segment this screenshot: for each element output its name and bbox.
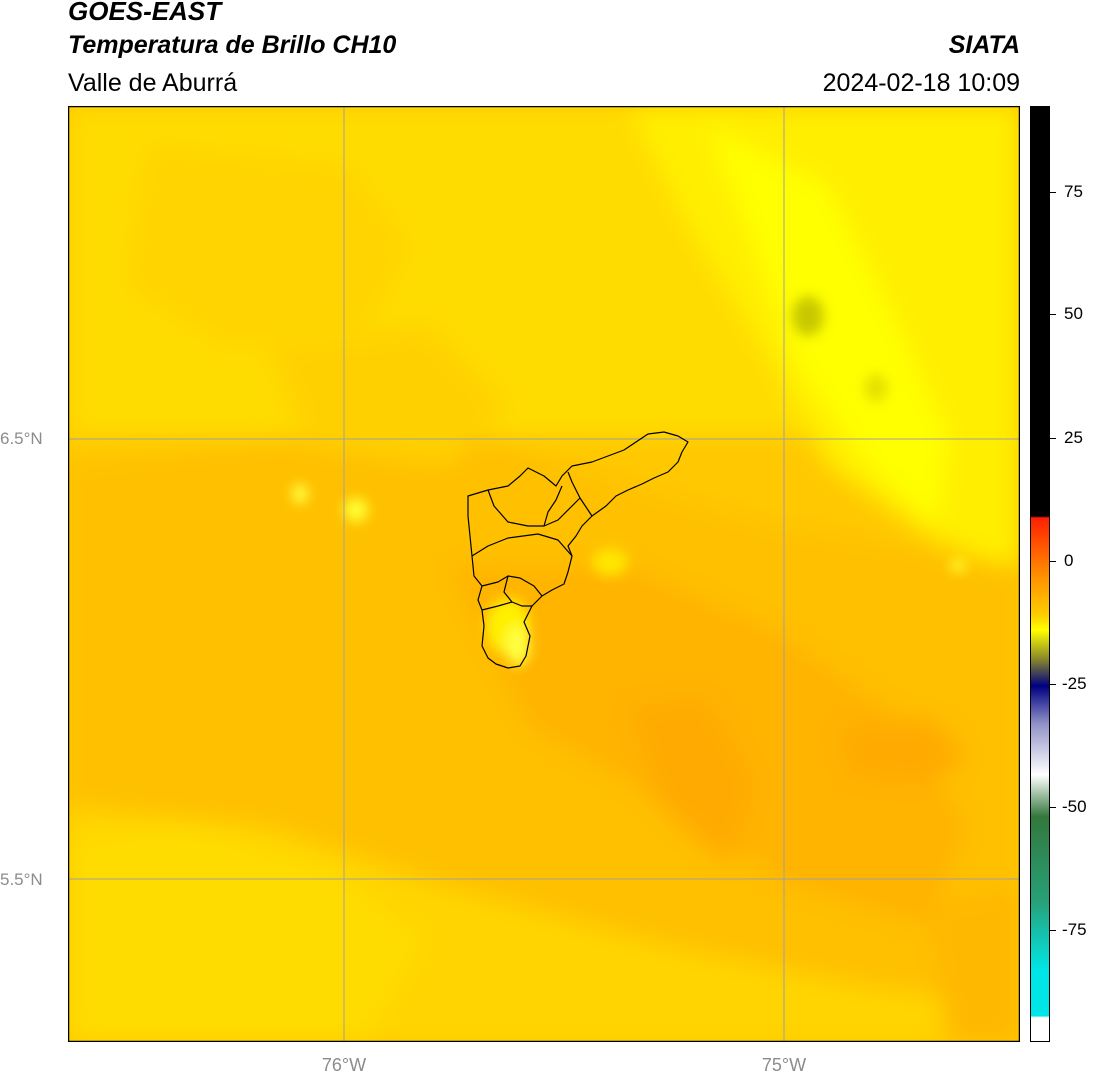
lat-label-6-5: 6.5°N (0, 429, 43, 448)
valle-de-aburra-boundaries (467, 431, 689, 669)
colorbar-tick (1050, 807, 1056, 808)
colorbar-label-neg25: -25 (1062, 674, 1087, 693)
temperature-colorbar (1030, 106, 1050, 1042)
colorbar-tick (1050, 930, 1056, 931)
satellite-title: GOES-EAST (68, 0, 222, 26)
grid-lines (68, 106, 1020, 1042)
colorbar-label-50: 50 (1064, 304, 1083, 323)
colorbar-label-neg50: -50 (1062, 797, 1087, 816)
colorbar-tick (1050, 192, 1056, 193)
temperature-field (68, 106, 1020, 1042)
warm-spots (292, 296, 966, 666)
lon-label-75w: 75°W (761, 1055, 807, 1075)
lon-label-76w: 76°W (321, 1055, 367, 1075)
colorbar-tick (1050, 438, 1056, 439)
colorbar-tick (1050, 561, 1056, 562)
colorbar-label-neg75: -75 (1062, 920, 1087, 939)
lat-label-5-5: 5.5°N (0, 870, 43, 889)
colorbar-tick (1050, 314, 1056, 315)
brightness-temperature-map[interactable] (68, 106, 1020, 1042)
colorbar-label-0: 0 (1064, 551, 1074, 570)
colorbar-label-75: 75 (1064, 182, 1083, 201)
organization-label: SIATA (948, 31, 1020, 59)
colorbar-tick (1050, 684, 1056, 685)
colorbar-label-25: 25 (1064, 428, 1083, 447)
region-title: Valle de Aburrá (68, 69, 238, 97)
product-title: Temperatura de Brillo CH10 (68, 31, 397, 59)
datetime-label: 2024-02-18 10:09 (822, 69, 1020, 97)
